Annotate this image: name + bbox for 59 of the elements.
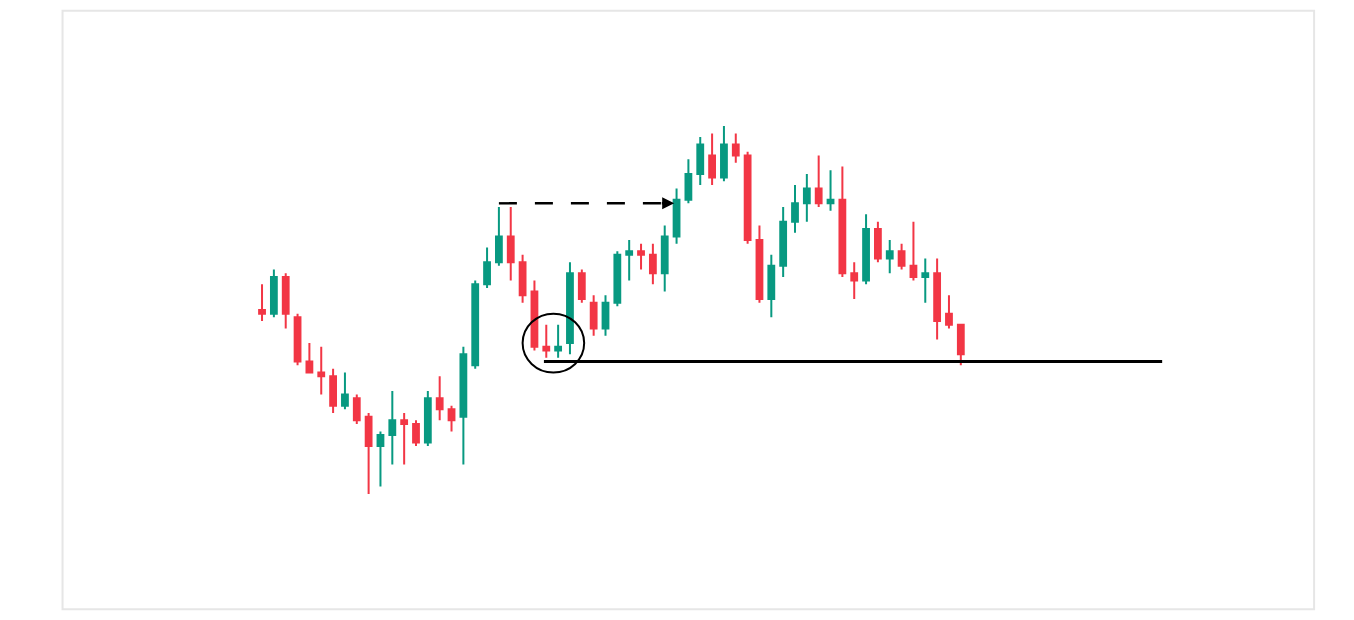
candlestick bbox=[956, 323, 965, 367]
candlestick bbox=[423, 389, 432, 448]
candlestick bbox=[305, 342, 314, 374]
candlestick bbox=[696, 136, 705, 186]
candlestick bbox=[921, 257, 930, 304]
candlestick bbox=[281, 272, 290, 330]
candlestick bbox=[566, 261, 574, 356]
candlestick bbox=[601, 294, 610, 337]
candlestick bbox=[613, 250, 622, 308]
candlestick bbox=[506, 205, 515, 282]
candlestick bbox=[684, 158, 693, 205]
candlestick bbox=[720, 125, 728, 183]
candlestick bbox=[258, 283, 266, 323]
candlestick bbox=[672, 187, 681, 245]
candlestick bbox=[850, 261, 859, 300]
candlestick bbox=[767, 253, 776, 319]
candlestick bbox=[791, 183, 799, 234]
candlestick bbox=[885, 239, 894, 275]
candlestick bbox=[542, 323, 551, 359]
candlestick bbox=[814, 154, 823, 208]
candlestick bbox=[447, 404, 456, 433]
candlestick bbox=[874, 220, 882, 264]
candlestick bbox=[459, 345, 468, 466]
candlestick bbox=[317, 345, 326, 396]
candlestick bbox=[933, 257, 942, 341]
candlestick bbox=[862, 213, 870, 286]
candlestick bbox=[660, 224, 669, 293]
candlestick bbox=[412, 419, 420, 448]
candlestick bbox=[779, 205, 788, 278]
candlestick bbox=[388, 389, 397, 466]
candlestick bbox=[577, 268, 586, 304]
candlestick bbox=[826, 169, 835, 212]
candlestick bbox=[518, 253, 527, 304]
candlestick bbox=[471, 279, 480, 370]
candlestick bbox=[400, 412, 409, 466]
candlestick bbox=[554, 323, 563, 359]
candlestick bbox=[364, 412, 373, 495]
candlestick bbox=[269, 268, 278, 319]
candlestick bbox=[625, 239, 634, 282]
candlestick bbox=[838, 165, 847, 278]
candlestick bbox=[897, 242, 906, 271]
candlestick bbox=[648, 242, 657, 286]
candlestick bbox=[376, 430, 385, 488]
candlestick bbox=[743, 150, 752, 245]
candlestick bbox=[945, 294, 953, 330]
candlestick bbox=[293, 312, 302, 367]
candlestick bbox=[802, 172, 811, 223]
candlestick bbox=[708, 132, 716, 186]
candlestick bbox=[435, 375, 444, 422]
candlestick bbox=[352, 393, 361, 426]
candlestick bbox=[495, 205, 503, 267]
candlestick bbox=[909, 220, 918, 282]
candlestick bbox=[329, 367, 337, 415]
candlestick bbox=[341, 371, 349, 411]
candlestick bbox=[637, 242, 645, 271]
candlestick bbox=[731, 132, 740, 164]
candlestick bbox=[589, 294, 598, 337]
candlestick bbox=[755, 224, 764, 304]
candlestick bbox=[483, 246, 491, 289]
